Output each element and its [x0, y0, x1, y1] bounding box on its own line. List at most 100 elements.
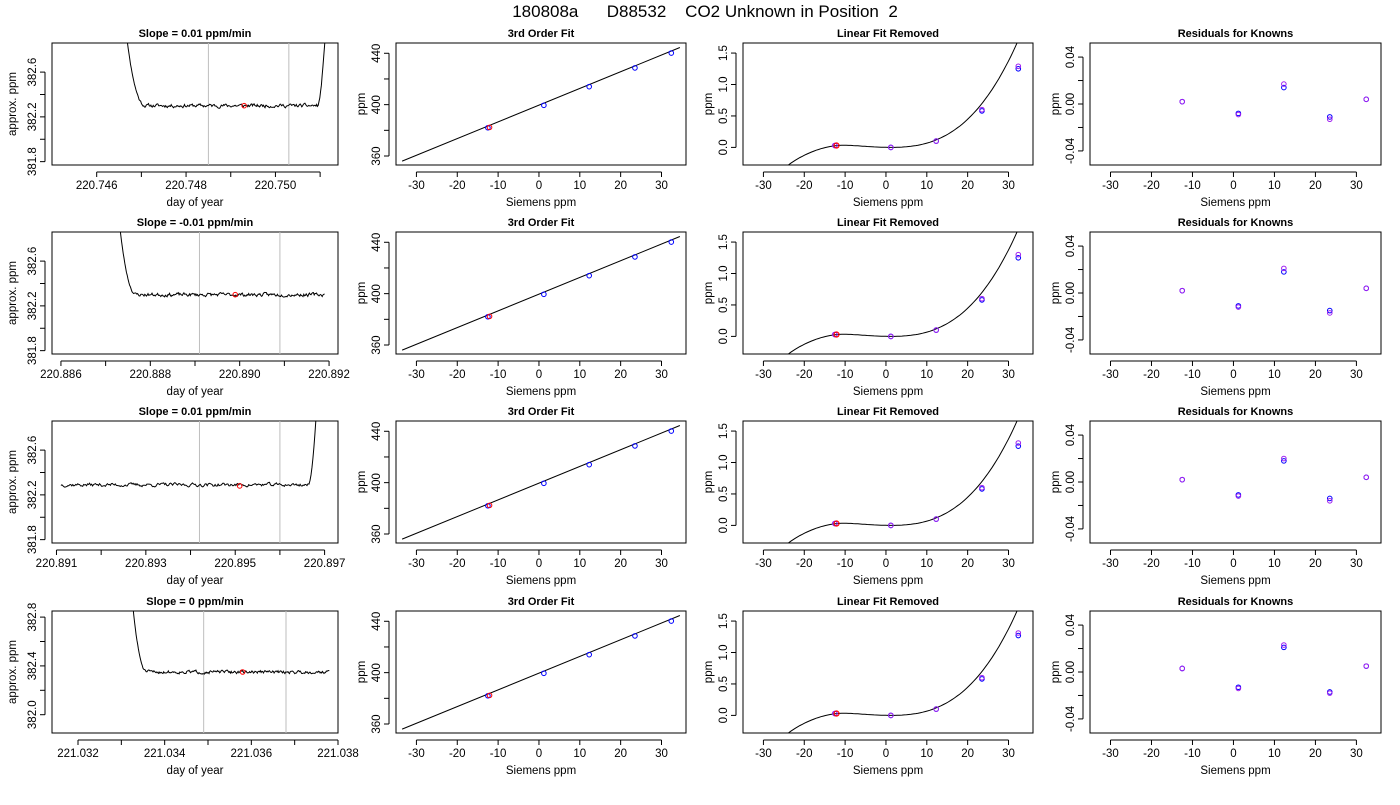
- panel-title: Linear Fit Removed: [837, 406, 939, 418]
- x-tick-label: 20: [614, 748, 627, 760]
- panel-title: 3rd Order Fit: [508, 596, 575, 608]
- x-tick-label: 221.036: [231, 748, 273, 760]
- plot-frame: [742, 420, 1034, 544]
- panel-title: Residuals for Knowns: [1178, 406, 1294, 418]
- residual-point: [1326, 495, 1333, 502]
- residual-point: [1179, 476, 1186, 483]
- residuals-2: Residuals for Knowns -30 -20 -10 0 10 20 30 Siem…: [1050, 217, 1382, 398]
- plot-body: [60, 421, 317, 543]
- x-tick-label: 10: [1268, 180, 1281, 192]
- residual-point: [1363, 474, 1370, 481]
- x-tick-label: -20: [796, 369, 813, 381]
- x-tick-label: -30: [408, 369, 425, 381]
- x-tick-label: 30: [655, 558, 668, 570]
- x-axis-label: Siemens ppm: [853, 197, 923, 209]
- x-tick-label: -20: [1143, 748, 1160, 760]
- linear-removed-1: Linear Fit Removed -30 -20 -10 0 10 20 30 Siemen…: [703, 28, 1034, 209]
- y-axis-label: ppm: [356, 471, 368, 493]
- y-tick-label: 1.5: [718, 613, 730, 629]
- x-axis-label: Siemens ppm: [853, 575, 923, 587]
- x-tick-label: 30: [655, 748, 668, 760]
- y-tick-label: 0.0: [718, 707, 730, 723]
- residual-point: [1363, 96, 1370, 103]
- plot-frame: [742, 610, 1034, 734]
- cubic-curve: [787, 232, 1018, 354]
- plot-frame: [1089, 420, 1382, 544]
- y-tick-label: 0.5: [718, 108, 730, 124]
- panel-title: Slope = -0.01 ppm/min: [137, 217, 254, 229]
- known-point: [586, 83, 592, 90]
- plot-body: [1179, 455, 1370, 504]
- y-tick-label: 382.6: [27, 436, 39, 465]
- plot-body: [126, 43, 326, 165]
- plot-frame: [395, 231, 687, 355]
- x-tick-label: 30: [655, 180, 668, 192]
- known-point: [1015, 65, 1022, 72]
- y-tick-label: 1.0: [718, 645, 730, 661]
- plot-frame: [395, 42, 687, 166]
- panel-title: 3rd Order Fit: [508, 406, 575, 418]
- y-tick-label: 0.04: [1065, 613, 1077, 636]
- cubic-fit-3: 3rd Order Fit -30 -20 -10 0 10 20 30 Siemens ppm…: [356, 406, 687, 587]
- residual-point: [1326, 497, 1333, 504]
- residual-point: [1235, 493, 1242, 499]
- unknown-marker: [239, 669, 246, 675]
- x-tick-label: 220.893: [125, 558, 167, 570]
- residual-point: [1326, 310, 1333, 316]
- x-tick-label: -30: [408, 748, 425, 760]
- x-tick-label: 0: [536, 558, 542, 570]
- x-tick-label: -30: [755, 180, 772, 192]
- cubic-curve: [787, 43, 1018, 165]
- x-tick-label: 220.888: [130, 369, 172, 381]
- y-tick-label: 0.04: [1065, 423, 1077, 446]
- x-tick-label: 10: [920, 369, 933, 381]
- x-tick-label: 10: [573, 558, 586, 570]
- x-tick-label: 10: [1268, 558, 1281, 570]
- x-tick-label: -30: [1102, 558, 1119, 570]
- cubic-curve: [787, 611, 1018, 733]
- known-point: [1015, 254, 1022, 261]
- y-tick-label: 382.4: [27, 651, 39, 680]
- x-axis-label: Siemens ppm: [506, 575, 576, 587]
- x-tick-label: -30: [755, 748, 772, 760]
- panel-title: Residuals for Knowns: [1178, 28, 1294, 40]
- x-axis-label: Siemens ppm: [506, 765, 576, 777]
- known-point: [888, 522, 894, 529]
- known-point: [632, 443, 638, 449]
- x-tick-label: 221.032: [57, 748, 99, 760]
- x-tick-label: 0: [536, 369, 542, 381]
- unknown-point: [833, 710, 840, 717]
- y-tick-label: 440: [371, 422, 383, 441]
- x-tick-label: -20: [1143, 558, 1160, 570]
- x-tick-label: 20: [1309, 180, 1322, 192]
- unknown-point: [486, 313, 493, 320]
- plot-body: [787, 232, 1022, 354]
- time-series-2: Slope = -0.01 ppm/min 220.886 220.888 220.8…: [7, 217, 350, 398]
- x-tick-label: 20: [1309, 748, 1322, 760]
- y-tick-label: -0.04: [1065, 326, 1077, 353]
- unknown-marker: [236, 483, 243, 489]
- y-tick-label: 0.00: [1065, 93, 1077, 115]
- residual-point: [1326, 690, 1333, 696]
- y-tick-label: 0.5: [718, 486, 730, 502]
- y-tick-label: 382.0: [27, 700, 39, 729]
- x-tick-label: 20: [961, 748, 974, 760]
- y-tick-label: 360: [371, 146, 383, 165]
- y-tick-label: 1.5: [718, 423, 730, 439]
- plot-body: [1179, 642, 1370, 696]
- x-tick-label: 220.891: [36, 558, 78, 570]
- x-tick-label: 0: [1230, 369, 1236, 381]
- x-tick-label: 220.748: [165, 180, 207, 192]
- plot-body: [1179, 81, 1370, 123]
- known-point: [586, 272, 592, 279]
- figure-title: 180808a D88532 CO2 Unknown in Position 2: [512, 2, 898, 21]
- y-tick-label: 0.5: [718, 297, 730, 313]
- plot-body: [787, 421, 1022, 543]
- x-axis-label: day of year: [167, 765, 224, 777]
- known-point: [1015, 630, 1022, 636]
- plot-body: [132, 611, 330, 733]
- y-tick-label: 382.6: [27, 58, 39, 87]
- time-series-3: Slope = 0.01 ppm/min 220.891 220.893 220.89…: [7, 406, 345, 587]
- y-tick-label: 0.0: [718, 517, 730, 533]
- x-tick-label: 10: [920, 180, 933, 192]
